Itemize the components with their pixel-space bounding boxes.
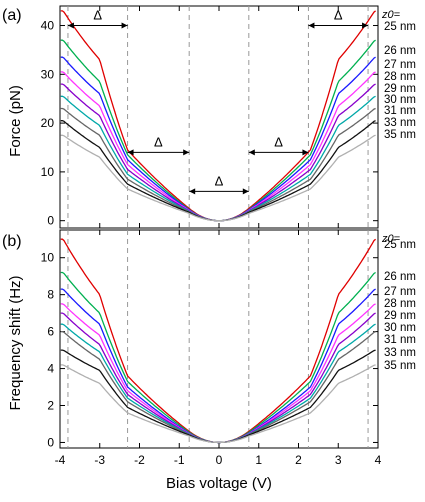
arrow-head-right — [302, 149, 309, 156]
x-tick-label: -3 — [94, 453, 105, 467]
y-tick-label: 20 — [41, 116, 55, 130]
series-label: 30 nm — [384, 94, 416, 106]
series-label: 35 nm — [384, 129, 416, 141]
y-tick-label: 0 — [47, 214, 54, 228]
x-tick-label: -1 — [174, 453, 185, 467]
delta-label: Δ — [334, 8, 343, 23]
arrow-head-right — [242, 188, 249, 195]
y-axis-title: Frequency shift (Hz) — [7, 275, 24, 410]
series-label: 25 nm — [384, 239, 416, 251]
delta-label: Δ — [154, 134, 163, 149]
x-axis-title: Bias voltage (V) — [166, 475, 272, 492]
delta-label: Δ — [215, 173, 224, 188]
panel-label: (b) — [2, 233, 22, 250]
y-tick-label: 6 — [47, 325, 54, 339]
series-label: 28 nm — [384, 71, 416, 83]
series-label: 26 nm — [384, 271, 416, 283]
delta-label: Δ — [274, 134, 283, 149]
y-tick-label: 2 — [47, 399, 54, 413]
arrow-head-left — [308, 22, 315, 29]
series-line-27-nm — [60, 56, 376, 222]
y-tick-label: 40 — [41, 19, 55, 33]
x-tick-label: 0 — [216, 453, 223, 467]
plot-frame — [59, 5, 379, 229]
x-tick-label: 1 — [255, 453, 262, 467]
delta-label: Δ — [93, 8, 102, 23]
series-label: 35 nm — [384, 360, 416, 372]
series-label: 33 nm — [384, 347, 416, 359]
y-tick-label: 4 — [47, 362, 54, 376]
series-label: 31 nm — [384, 334, 416, 346]
series-label: 27 nm — [384, 59, 416, 71]
series-label: 28 nm — [384, 298, 416, 310]
series-label: 29 nm — [384, 83, 416, 95]
arrow-head-right — [183, 149, 190, 156]
series-label: 31 nm — [384, 105, 416, 117]
arrow-head-left — [248, 149, 255, 156]
y-tick-label: 0 — [47, 435, 54, 449]
series-label: 26 nm — [384, 45, 416, 57]
x-tick-label: -2 — [134, 453, 145, 467]
plot-frame — [59, 229, 379, 449]
series-label: 33 nm — [384, 117, 416, 129]
series-line-35-nm — [60, 134, 376, 222]
series-header: z0= — [381, 9, 401, 21]
panel-b: -4 -3 -2 -1 0 1 2 3 4 0 2 4 6 8 10 Frequency shift (Hz)… — [2, 229, 416, 492]
arrow-head-left — [67, 22, 74, 29]
y-axis-title: Force (pN) — [7, 85, 24, 157]
series-label: 25 nm — [384, 21, 416, 33]
panel-a: 0 10 20 30 40 Force (pN) (a) z0=25 nm 26 nm 27 nm… — [2, 5, 416, 229]
series-line-29-nm — [60, 312, 376, 444]
x-tick-label: 2 — [295, 453, 302, 467]
series-label: 30 nm — [384, 322, 416, 334]
y-tick-label: 10 — [41, 165, 55, 179]
y-tick-label: 10 — [41, 251, 55, 265]
series-line-35-nm — [60, 364, 376, 444]
series-label: 27 nm — [384, 286, 416, 298]
x-tick-label: 4 — [375, 453, 382, 467]
series-header: z0= — [381, 233, 401, 245]
y-tick-label: 8 — [47, 288, 54, 302]
x-tick-label: -4 — [55, 453, 66, 467]
y-tick-label: 30 — [41, 67, 55, 81]
arrow-head-right — [362, 22, 369, 29]
series-label: 29 nm — [384, 310, 416, 322]
x-tick-label: 3 — [335, 453, 342, 467]
arrow-head-right — [121, 22, 128, 29]
arrow-head-left — [127, 149, 134, 156]
panel-label: (a) — [2, 7, 22, 24]
arrow-head-left — [189, 188, 196, 195]
series-line-26-nm — [60, 39, 376, 222]
